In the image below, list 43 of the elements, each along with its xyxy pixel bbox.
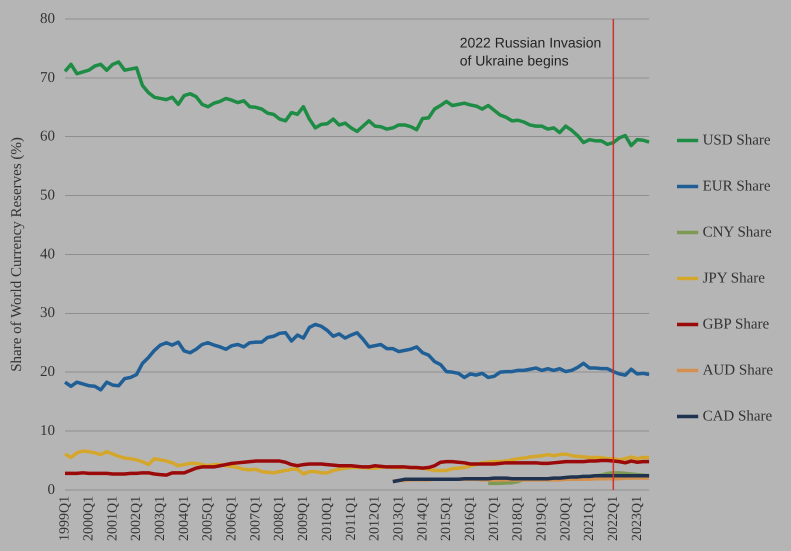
legend-label: GBP Share [702, 316, 770, 332]
x-tick-label: 2021Q1 [582, 496, 598, 542]
y-tick-label: 40 [40, 246, 55, 262]
x-tick-label: 1999Q1 [58, 496, 73, 542]
legend-label: USD Share [702, 132, 771, 148]
x-tick-label: 2023Q1 [630, 496, 645, 542]
x-tick-label: 2006Q1 [224, 496, 240, 542]
legend-label: AUD Share [702, 362, 774, 378]
x-tick-label: 2004Q1 [176, 496, 192, 542]
x-tick-label: 2007Q1 [248, 496, 264, 542]
legend-label: EUR Share [702, 178, 771, 194]
y-tick-label: 10 [40, 422, 55, 439]
y-axis-title: Share of World Currency Reserves (%) [8, 137, 25, 372]
y-tick-label: 80 [40, 10, 55, 27]
x-tick-label: 2008Q1 [272, 496, 288, 542]
annotation: 2022 Russian Invasion of Ukraine begins [460, 34, 602, 69]
x-tick-label: 2011Q1 [344, 496, 359, 540]
y-tick-label: 50 [40, 188, 55, 204]
y-tick-label: 70 [40, 70, 55, 86]
x-tick-label: 2003Q1 [153, 496, 168, 542]
y-tick-label: 60 [40, 128, 55, 145]
legend-label: CAD Share [702, 408, 773, 424]
y-tick-label: 0 [48, 482, 55, 498]
y-tick-label: 30 [40, 305, 55, 322]
x-tick-label: 2014Q1 [415, 496, 430, 542]
x-tick-label: 2015Q1 [439, 496, 454, 542]
x-tick-label: 2005Q1 [200, 496, 216, 542]
x-tick-label: 2018Q1 [510, 496, 526, 542]
y-tick-label: 20 [40, 364, 55, 380]
x-tick-label: 2020Q1 [558, 496, 574, 542]
x-tick-label: 2009Q1 [296, 496, 312, 542]
x-tick-label: 2010Q1 [320, 496, 335, 542]
x-tick-label: 2001Q1 [105, 496, 120, 542]
x-tick-label: 2002Q1 [129, 496, 144, 542]
x-tick-label: 2012Q1 [368, 496, 383, 542]
x-tick-label: 2000Q1 [82, 496, 97, 542]
x-tick-label: 2017Q1 [486, 496, 502, 542]
legend-label: CNY Share [702, 224, 772, 240]
x-tick-label: 2016Q1 [462, 496, 478, 542]
x-tick-label: 2013Q1 [391, 496, 406, 542]
x-tick-label: 2022Q1 [606, 496, 622, 542]
x-tick-label: 2019Q1 [534, 496, 550, 542]
legend-label: JPY Share [702, 270, 766, 286]
